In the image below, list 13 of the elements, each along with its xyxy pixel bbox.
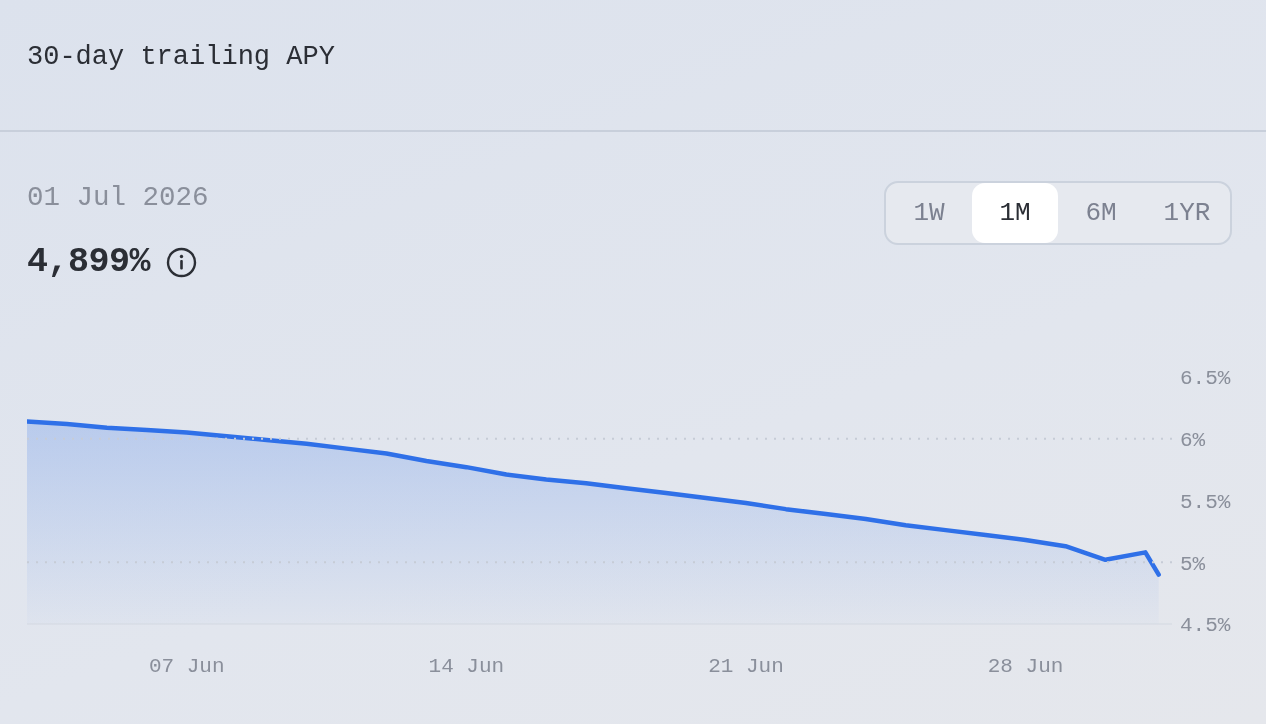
x-tick-label: 07 Jun bbox=[148, 654, 225, 678]
y-tick-label: 5% bbox=[1180, 552, 1206, 576]
chart-title: 30-day trailing APY bbox=[27, 41, 335, 74]
period-toggle: 1W 1M 6M 1YR bbox=[884, 181, 1232, 245]
y-tick-label: 6.5% bbox=[1180, 367, 1231, 391]
y-tick-label: 4.5% bbox=[1180, 614, 1231, 638]
y-tick-label: 5.5% bbox=[1180, 490, 1231, 514]
x-tick-label: 21 Jun bbox=[708, 654, 784, 678]
chart-subtitle: 01 Jul 2026 bbox=[27, 181, 209, 215]
y-tick-label: 6% bbox=[1180, 429, 1206, 453]
x-tick-label: 28 Jun bbox=[987, 654, 1064, 678]
text: 4,899% bbox=[27, 242, 151, 282]
x-tick-label: 14 Jun bbox=[428, 654, 505, 678]
